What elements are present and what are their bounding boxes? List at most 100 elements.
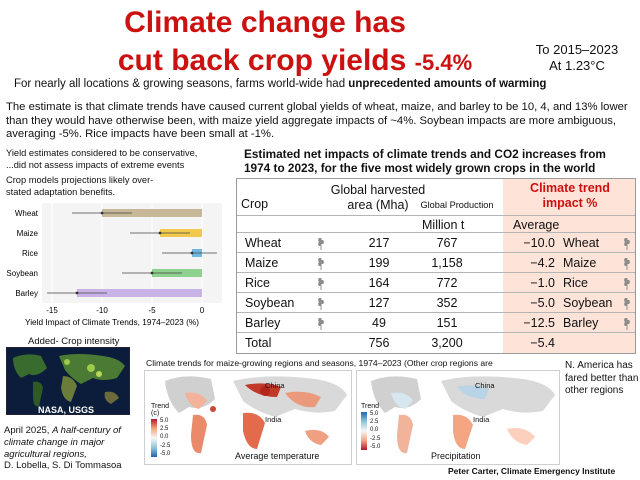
- temperature-map-art: [145, 371, 351, 464]
- cell-production: 772: [436, 276, 458, 290]
- temp-colorbar: [151, 419, 157, 457]
- chart-point: [190, 251, 194, 255]
- header-area-line2: area (Mha): [347, 198, 409, 212]
- chart-x-tick: -5: [148, 306, 156, 315]
- cell-production: 352: [436, 296, 458, 310]
- temp-legend-tick: 2.5: [160, 426, 169, 433]
- temp-legend-tick: -2.5: [160, 442, 171, 449]
- table-title-line2: 1974 to 2023, for the five most widely g…: [244, 161, 596, 175]
- period-box: To 2015–2023 At 1.23°C: [522, 42, 632, 74]
- citation-date: April 2025,: [4, 425, 53, 436]
- chart-category-label: Soybean: [6, 269, 38, 278]
- north-america-note: N. America has fared better than other r…: [565, 360, 639, 396]
- grain-icon: [318, 238, 324, 250]
- temperature-trend-map: Trend (c) 5.0 2.5 0.0 -2.5 -5.0 China India …: [144, 370, 352, 465]
- header-crop: Crop: [241, 197, 269, 211]
- table-row: Barley 49 151 −12.5 Barley: [237, 313, 635, 333]
- grain-icon: [318, 278, 324, 290]
- cell-production: 1,158: [431, 256, 463, 270]
- cell-average: −4.2: [530, 256, 555, 270]
- cell-production: 151: [436, 316, 458, 330]
- citation-authors: D. Lobella, S. Di Tommasoa: [4, 460, 122, 472]
- grain-icon: [624, 318, 630, 330]
- precip-legend: Trend 5.0 2.5 0.0 -2.5 -5.0: [361, 403, 391, 452]
- temp-legend-tick: -5.0: [160, 450, 171, 457]
- cell-average: −1.0: [530, 276, 555, 290]
- table-row: Wheat 217 767 −10.0 Wheat: [237, 233, 635, 253]
- crop-intensity-map-art: [7, 348, 129, 414]
- chart-point: [158, 231, 162, 235]
- chart-point: [75, 291, 79, 295]
- chart-category-label: Rice: [22, 249, 39, 258]
- cell-crop: Maize: [245, 256, 279, 270]
- credit: Peter Carter, Climate Emergency Institut…: [448, 466, 616, 476]
- subheading-text: For nearly all locations & growing seaso…: [14, 78, 349, 90]
- header-area: Global harvested area (Mha): [313, 183, 443, 213]
- chart-category-label: Maize: [17, 229, 39, 238]
- temp-legend-tick: 5.0: [160, 418, 169, 424]
- table-row: Soybean 127 352 −5.0 Soybean: [237, 293, 635, 313]
- header-production: Global Production: [420, 200, 494, 210]
- cell-crop: Total: [245, 336, 272, 350]
- temp-legend-ticks: 5.0 2.5 0.0 -2.5 -5.0: [160, 417, 170, 458]
- grain-icon: [318, 318, 324, 330]
- temp-legend-tick: 0.0: [160, 434, 169, 441]
- cell-crop: Soybean: [245, 296, 295, 310]
- cell-area: 756: [368, 336, 390, 350]
- period-years: To 2015–2023: [535, 42, 619, 57]
- citation: April 2025, A half-century of climate ch…: [4, 425, 139, 472]
- cell-average: −12.5: [523, 316, 555, 330]
- cell-area: 217: [368, 236, 390, 250]
- cell-impact-crop: Wheat: [563, 236, 600, 250]
- table-row: Maize 199 1,158 −4.2 Maize: [237, 253, 635, 273]
- header-area-line1: Global harvested: [330, 183, 426, 197]
- precip-legend-tick: 0.0: [370, 427, 379, 434]
- cell-average: −5.0: [530, 296, 555, 310]
- grain-icon: [624, 258, 630, 270]
- note-line2: ...did not assess impacts of extreme eve…: [6, 159, 185, 170]
- cell-impact-crop: Barley: [563, 316, 599, 330]
- cell-crop: Rice: [245, 276, 271, 290]
- chart-point: [100, 211, 104, 215]
- period-warming: At 1.23°C: [549, 58, 605, 73]
- precip-colorbar: [361, 412, 367, 450]
- crop-impact-table: Crop Global harvested area (Mha) Global …: [236, 178, 636, 354]
- cell-impact-crop: Rice: [563, 276, 589, 290]
- grain-icon: [624, 278, 630, 290]
- precipitation-trend-map: Trend 5.0 2.5 0.0 -2.5 -5.0 China India Prec…: [356, 370, 560, 465]
- temp-legend-scale: 5.0 2.5 0.0 -2.5 -5.0: [151, 417, 181, 459]
- precip-map-label: Precipitation: [431, 451, 481, 461]
- cell-production: 767: [436, 236, 458, 250]
- cell-average: −5.4: [530, 336, 555, 350]
- grain-icon: [318, 258, 324, 270]
- chart-x-tick: -10: [96, 306, 108, 315]
- table-row: Rice 164 772 −1.0 Rice: [237, 273, 635, 293]
- precip-legend-scale: 5.0 2.5 0.0 -2.5 -5.0: [361, 410, 391, 452]
- chart-x-axis-label: Yield Impact of Climate Trends, 1974–202…: [25, 317, 199, 327]
- cell-area: 199: [368, 256, 390, 270]
- grain-icon: [318, 298, 324, 310]
- subheading: For nearly all locations & growing seaso…: [14, 78, 624, 90]
- impact-column-shade: [503, 179, 635, 353]
- summary-paragraph: The estimate is that climate trends have…: [6, 101, 628, 141]
- temp-legend: Trend (c) 5.0 2.5 0.0 -2.5 -5.0: [151, 403, 181, 459]
- cell-area: 164: [368, 276, 390, 290]
- cell-area: 127: [368, 296, 390, 310]
- temp-map-india: India: [265, 415, 282, 424]
- chart-category-label: Barley: [15, 289, 38, 298]
- table-units-row: Million t Average: [237, 215, 635, 233]
- crop-intensity-label: Added- Crop intensity: [28, 336, 120, 347]
- precip-legend-tick: -5.0: [370, 443, 381, 450]
- cell-average: −10.0: [523, 236, 555, 250]
- chart-bar: [102, 209, 202, 217]
- subheading-bold: unprecedented amounts of warming: [348, 78, 547, 90]
- temp-legend-unit: (c): [151, 410, 160, 417]
- precip-legend-title: Trend: [361, 403, 380, 410]
- note-line4: stated adaptation benefits.: [6, 186, 116, 197]
- chart-category-label: Wheat: [15, 209, 39, 218]
- precip-legend-ticks: 5.0 2.5 0.0 -2.5 -5.0: [370, 410, 380, 451]
- cell-impact-crop: Soybean: [563, 296, 613, 310]
- crop-intensity-map: [6, 347, 130, 415]
- crop-intensity-source: NASA, USGS: [38, 405, 95, 415]
- precip-legend-tick: 2.5: [370, 419, 379, 426]
